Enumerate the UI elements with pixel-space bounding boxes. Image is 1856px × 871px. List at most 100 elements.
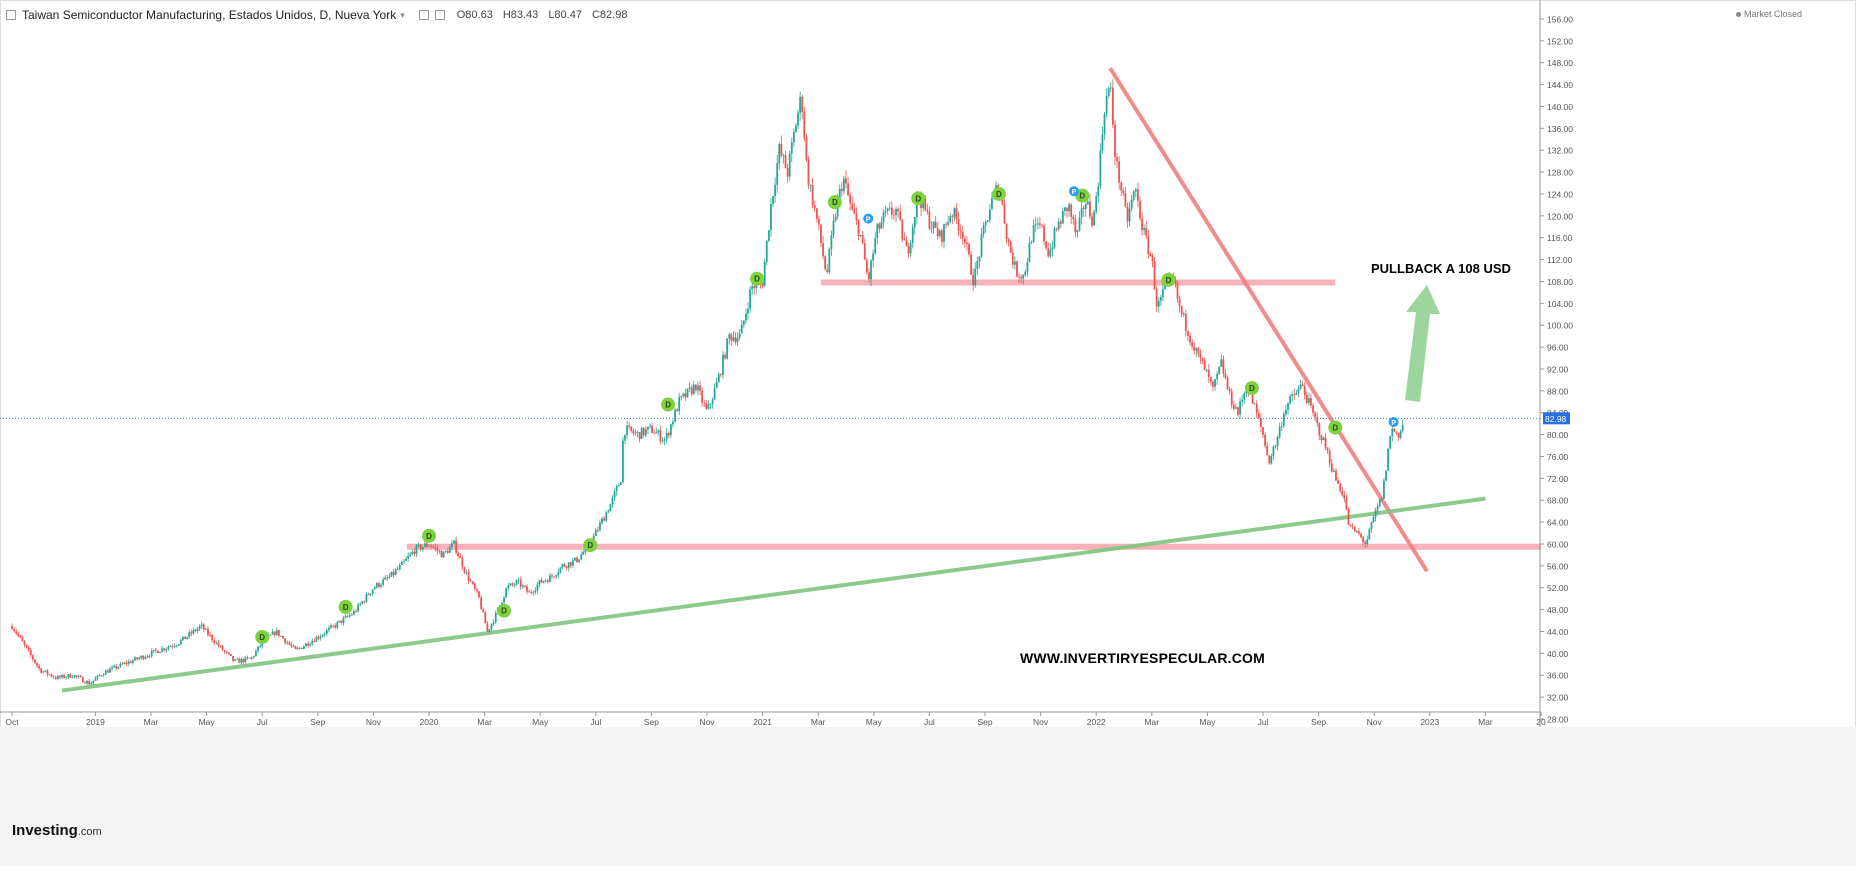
candles-layer: [11, 79, 1404, 686]
candle-body: [442, 551, 445, 558]
candle-body: [428, 545, 430, 547]
candle-body: [350, 614, 353, 616]
candle-body: [17, 633, 20, 636]
x-axis[interactable]: Oct 2019 Mar May Jul Sep Nov 2020 Mar May Jul Sep No…: [0, 711, 1856, 866]
candle-body: [1241, 399, 1244, 402]
candle-body: [686, 388, 689, 398]
y-tick-label: 124.00: [1547, 189, 1573, 199]
symbol-title[interactable]: Taiwan Semiconductor Manufacturing, Esta…: [22, 8, 397, 22]
candle-body: [50, 674, 53, 677]
candle-body: [338, 620, 341, 623]
candle-body: [1322, 437, 1325, 441]
website-watermark: WWW.INVERTIRYESPECULAR.COM: [1020, 650, 1266, 666]
candle-body: [34, 659, 36, 663]
x-tick-label: Jul: [590, 717, 601, 727]
candle-body: [1226, 378, 1229, 389]
y-tick-label: 104.00: [1547, 299, 1573, 309]
candle-body: [484, 612, 487, 624]
candle-body: [824, 256, 827, 270]
candle-body: [1228, 388, 1231, 391]
candle-body: [626, 425, 628, 435]
candle-body: [423, 543, 426, 547]
candle-body: [713, 387, 716, 400]
candle-body: [705, 403, 708, 409]
candle-body: [238, 658, 241, 663]
chevron-down-icon[interactable]: ▾: [400, 9, 405, 20]
settings-icon[interactable]: [434, 10, 445, 20]
candle-body: [728, 334, 731, 339]
candle-body: [1164, 283, 1166, 290]
candle-body: [252, 656, 255, 658]
candle-body: [551, 575, 553, 577]
candle-body: [913, 217, 916, 228]
candle-body: [563, 564, 566, 567]
candle-body: [961, 231, 964, 239]
candle-body: [98, 675, 101, 677]
candle-body: [574, 557, 576, 561]
candle-body: [638, 432, 641, 439]
y-tick-label: 132.00: [1547, 146, 1573, 156]
candle-body: [536, 584, 539, 591]
candle-body: [807, 159, 810, 186]
hide-icon[interactable]: [418, 10, 429, 20]
candle-body: [434, 547, 437, 549]
candle-body: [521, 585, 524, 587]
candle-body: [722, 354, 724, 375]
candle-body: [1018, 276, 1020, 278]
candle-body: [976, 261, 979, 269]
candle-body: [1299, 384, 1302, 389]
candle-body: [173, 645, 176, 647]
candle-body: [805, 137, 808, 160]
candle-body: [177, 644, 180, 646]
candle-body: [1222, 359, 1225, 374]
candle-body: [680, 395, 683, 398]
candle-body: [863, 243, 866, 260]
candle-body: [580, 554, 583, 560]
candle-body: [307, 643, 309, 646]
candle-body: [415, 545, 418, 554]
candle-body: [471, 581, 474, 584]
y-axis[interactable]: 28.00 32.00 36.00 40.00 44.00 48.00 52.00 56.00…: [1539, 0, 1573, 866]
candle-body: [692, 384, 695, 394]
candle-body: [1116, 157, 1118, 162]
candle-body: [959, 230, 962, 232]
candle-body: [605, 512, 608, 521]
candle-body: [1066, 207, 1068, 212]
candle-body: [765, 240, 768, 262]
candle-body: [1337, 480, 1339, 484]
candle-body: [690, 387, 693, 394]
candle-body: [1266, 445, 1269, 456]
candle-body: [1176, 282, 1179, 299]
candle-body: [117, 666, 120, 669]
candle-body: [1128, 208, 1131, 222]
x-tick-label: Sep: [1311, 717, 1326, 727]
collapse-icon[interactable]: [6, 10, 16, 20]
candle-body: [655, 432, 658, 434]
candle-body: [596, 530, 599, 531]
candle-body: [1005, 223, 1008, 240]
dividend-marker: [255, 629, 270, 644]
candle-body: [227, 652, 230, 655]
candle-body: [346, 615, 349, 617]
candle-body: [309, 644, 312, 646]
ohlc-low: L80.47: [548, 9, 582, 21]
x-tick-label: 2022: [1087, 717, 1106, 727]
x-tick-label: Sep: [977, 717, 992, 727]
candle-body: [240, 658, 243, 663]
candle-body: [799, 96, 802, 113]
candle-body: [720, 374, 722, 376]
candle-body: [582, 552, 585, 555]
candle-body: [102, 674, 105, 676]
candle-body: [65, 677, 68, 678]
candle-body: [69, 674, 72, 678]
candle-body: [232, 655, 234, 661]
candle-body: [148, 656, 151, 657]
candle-body: [277, 630, 280, 636]
candle-body: [288, 642, 291, 645]
candle-body: [469, 580, 472, 582]
candle-body: [1264, 434, 1266, 446]
candle-body: [1003, 203, 1006, 224]
candle-body: [1278, 426, 1281, 437]
candle-body: [1043, 225, 1045, 242]
